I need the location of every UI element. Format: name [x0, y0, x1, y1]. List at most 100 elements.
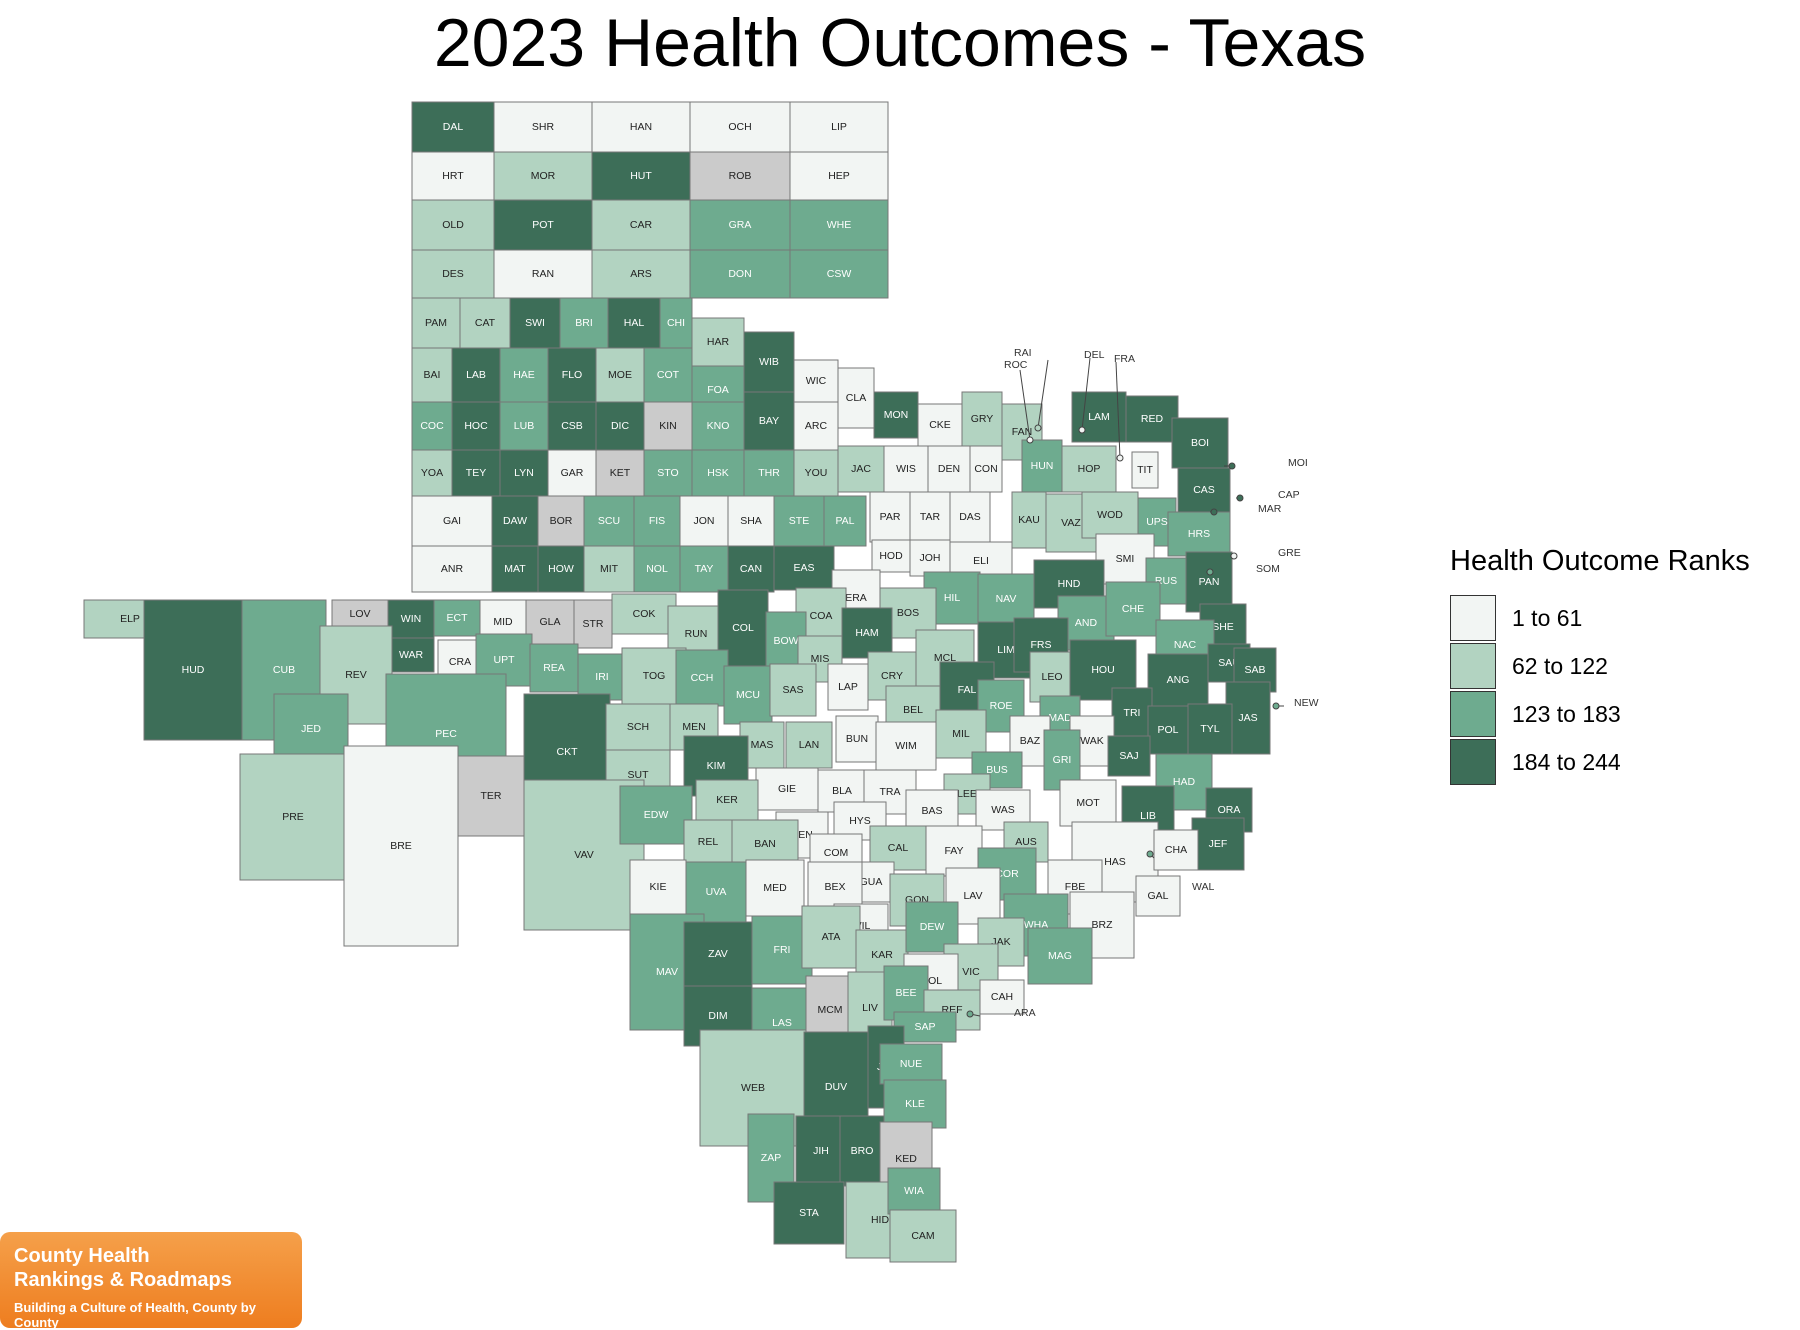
county-med[interactable] [745, 859, 805, 917]
county-gal[interactable] [1135, 875, 1181, 917]
county-som[interactable] [1206, 568, 1214, 576]
county-mot[interactable] [1059, 779, 1117, 827]
county-moi[interactable] [1228, 462, 1236, 470]
county-arc[interactable] [793, 401, 839, 451]
county-rea[interactable] [529, 643, 579, 693]
county-hun[interactable] [1021, 439, 1063, 493]
county-cot[interactable] [643, 347, 693, 403]
county-del[interactable] [1078, 426, 1086, 434]
county-mit[interactable] [583, 545, 635, 593]
county-uva[interactable] [685, 861, 747, 923]
county-nav[interactable] [977, 573, 1035, 625]
county-pol[interactable] [1147, 705, 1189, 755]
county-leo[interactable] [1029, 651, 1075, 703]
county-cla[interactable] [837, 367, 875, 429]
county-red[interactable] [1125, 395, 1179, 443]
county-car[interactable] [591, 199, 691, 251]
county-bro[interactable] [839, 1115, 885, 1187]
county-rob[interactable] [689, 151, 791, 201]
county-sta[interactable] [773, 1181, 845, 1245]
county-war[interactable] [387, 637, 435, 673]
county-iri[interactable] [577, 653, 627, 701]
county-gra[interactable] [689, 199, 791, 251]
county-hod[interactable] [871, 539, 911, 573]
county-fra[interactable] [1116, 454, 1124, 462]
county-lip[interactable] [789, 101, 889, 153]
county-hsk[interactable] [691, 449, 745, 497]
county-lov[interactable] [331, 599, 389, 629]
county-don[interactable] [689, 249, 791, 299]
county-hal[interactable] [607, 297, 661, 349]
county-mil[interactable] [935, 709, 987, 759]
county-thr[interactable] [743, 449, 795, 497]
county-old[interactable] [411, 199, 495, 251]
county-cha[interactable] [1153, 829, 1199, 871]
county-wim[interactable] [875, 721, 937, 771]
county-mat[interactable] [491, 545, 539, 593]
county-rai[interactable] [1034, 424, 1042, 432]
county-csw[interactable] [789, 249, 889, 299]
county-roc[interactable] [1026, 436, 1034, 444]
county-han[interactable] [591, 101, 691, 153]
county-hae[interactable] [499, 347, 549, 403]
county-dic[interactable] [595, 401, 645, 451]
county-gry[interactable] [961, 391, 1003, 447]
county-whe[interactable] [789, 199, 889, 251]
county-bun[interactable] [835, 715, 879, 763]
county-tay[interactable] [679, 545, 729, 593]
county-cas[interactable] [1177, 467, 1231, 513]
county-lan[interactable] [785, 721, 833, 769]
county-cke[interactable] [917, 403, 963, 447]
county-gre[interactable] [1230, 552, 1238, 560]
county-hep[interactable] [789, 151, 889, 201]
county-hrs[interactable] [1167, 511, 1231, 557]
county-new[interactable] [1272, 702, 1280, 710]
county-daw[interactable] [491, 495, 539, 547]
county-ter[interactable] [457, 755, 525, 837]
county-jon[interactable] [679, 495, 729, 547]
county-nue[interactable] [879, 1043, 943, 1085]
county-pan[interactable] [1185, 551, 1233, 613]
county-cok[interactable] [611, 593, 677, 635]
county-ham[interactable] [841, 607, 893, 659]
county-smi[interactable] [1095, 533, 1155, 585]
county-che[interactable] [1105, 581, 1161, 637]
county-rel[interactable] [683, 819, 733, 865]
county-bor[interactable] [537, 495, 585, 547]
county-pal[interactable] [823, 495, 867, 547]
county-tog[interactable] [621, 647, 687, 705]
county-hop[interactable] [1061, 445, 1117, 493]
county-des[interactable] [411, 249, 495, 299]
county-jac[interactable] [837, 445, 885, 493]
county-wia[interactable] [887, 1167, 941, 1215]
county-ker[interactable] [695, 779, 759, 821]
county-tar[interactable] [909, 491, 951, 543]
county-zav[interactable] [683, 921, 753, 987]
county-par[interactable] [869, 491, 911, 543]
county-ang[interactable] [1147, 653, 1209, 707]
county-str[interactable] [573, 599, 613, 649]
county-ste[interactable] [773, 495, 825, 547]
county-das[interactable] [949, 491, 991, 543]
county-con[interactable] [969, 445, 1003, 493]
county-flo[interactable] [547, 347, 597, 403]
county-tit[interactable] [1131, 451, 1159, 489]
county-anr[interactable] [411, 545, 493, 593]
county-how[interactable] [537, 545, 585, 593]
county-bas[interactable] [905, 789, 959, 833]
county-eas[interactable] [773, 545, 835, 591]
county-tey[interactable] [451, 449, 501, 497]
county-hou[interactable] [1069, 639, 1137, 701]
county-jed[interactable] [273, 693, 349, 765]
county-csb[interactable] [547, 401, 597, 451]
county-saj[interactable] [1107, 735, 1151, 777]
county-sch[interactable] [605, 703, 671, 751]
county-wic[interactable] [793, 359, 839, 403]
county-sto[interactable] [643, 449, 693, 497]
county-edw[interactable] [619, 785, 693, 845]
county-jas[interactable] [1225, 681, 1271, 755]
county-ara[interactable] [966, 1010, 974, 1018]
county-wal[interactable] [1146, 850, 1154, 858]
county-mon[interactable] [873, 391, 919, 439]
county-dal[interactable] [411, 101, 495, 153]
